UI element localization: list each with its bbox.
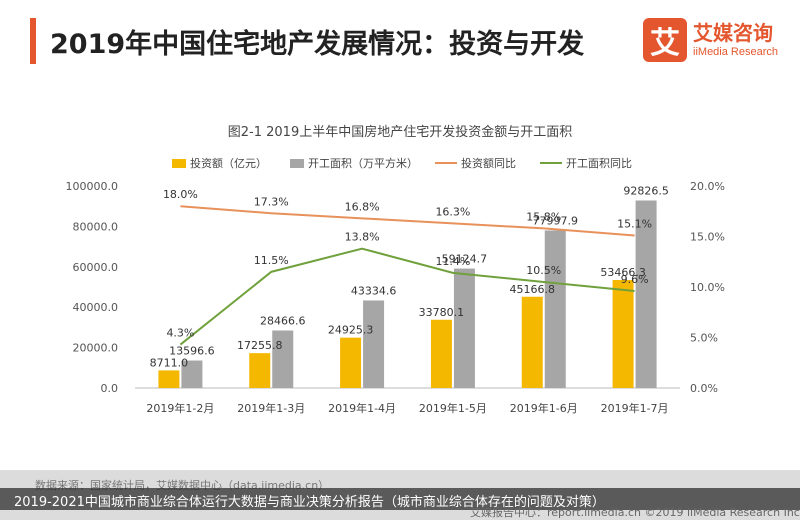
line-construction-label: 9.6% <box>621 273 649 286</box>
line-investment-label: 17.3% <box>254 195 289 208</box>
x-tick-label: 2019年1-3月 <box>237 401 305 415</box>
y-right-tick-label: 20.0% <box>690 180 725 193</box>
y-left-tick-label: 60000.0 <box>73 261 119 274</box>
line-investment-yoy <box>180 205 635 237</box>
bar-construction-label: 28466.6 <box>260 314 306 327</box>
line-investment-label: 15.8% <box>526 210 561 223</box>
line-construction-label: 10.5% <box>526 264 561 277</box>
line-construction-label: 4.3% <box>166 327 194 340</box>
bar-investment <box>340 337 362 388</box>
chart-title: 图2-1 2019上半年中国房地产住宅开发投资金额与开工面积 <box>228 124 572 140</box>
brand-name-en: iiMedia Research <box>693 46 778 58</box>
bar-investment <box>612 279 634 388</box>
bar-investment-label: 8711.0 <box>150 356 189 369</box>
x-tick-label: 2019年1-6月 <box>510 401 578 415</box>
line-investment-label: 16.3% <box>435 205 470 218</box>
y-left-tick-label: 40000.0 <box>73 301 119 314</box>
bar-investment <box>430 319 452 388</box>
line-construction-label: 11.4% <box>435 255 470 268</box>
bar-construction-label: 59124.7 <box>442 253 488 266</box>
y-right-tick-label: 0.0% <box>690 382 718 395</box>
line-investment-label: 16.8% <box>345 200 380 213</box>
x-tick-label: 2019年1-5月 <box>419 401 487 415</box>
bar-investment <box>249 353 271 388</box>
line-construction-yoy <box>179 247 635 346</box>
x-tick-label: 2019年1-2月 <box>146 401 214 415</box>
legend-label: 投资额同比 <box>461 156 516 170</box>
title-accent-bar <box>30 18 36 64</box>
bar-new-construction <box>272 330 294 388</box>
bar-investment <box>521 296 543 388</box>
legend-label: 开工面积（万平方米） <box>308 156 418 170</box>
brand-name: 艾媒咨询 <box>693 21 774 45</box>
line-construction-label: 13.8% <box>345 231 380 244</box>
x-tick-label: 2019年1-4月 <box>328 401 396 415</box>
bar-investment-label: 33780.1 <box>419 306 465 319</box>
x-tick-label: 2019年1-7月 <box>601 401 669 415</box>
y-left-tick-label: 100000.0 <box>66 180 119 193</box>
bar-construction-label: 92826.5 <box>623 184 669 197</box>
bar-construction-label: 77997.9 <box>533 214 579 227</box>
y-left-tick-label: 20000.0 <box>73 342 119 355</box>
line-investment-label: 15.1% <box>617 217 652 230</box>
bar-investment-label: 53466.3 <box>600 266 646 279</box>
page-title: 2019年中国住宅地产发展情况：投资与开发 <box>50 29 585 60</box>
bar-investment <box>158 370 180 388</box>
bar-new-construction <box>363 300 385 388</box>
bar-new-construction <box>635 200 657 388</box>
y-right-tick-label: 15.0% <box>690 231 725 244</box>
bar-investment-label: 24925.3 <box>328 324 374 337</box>
legend-label: 开工面积同比 <box>566 157 632 170</box>
y-right-tick-label: 10.0% <box>690 281 725 294</box>
bar-new-construction <box>181 360 203 388</box>
bar-new-construction <box>544 230 566 388</box>
report-caption: 2019-2021中国城市商业综合体运行大数据与商业决策分析报告（城市商业综合体… <box>14 495 605 510</box>
caption-bar <box>0 488 800 510</box>
bar-construction-label: 13596.6 <box>169 345 215 358</box>
y-left-tick-label: 0.0 <box>101 382 119 395</box>
bar-construction-label: 43334.6 <box>351 284 397 297</box>
legend-swatch <box>290 159 304 168</box>
bar-new-construction <box>453 268 475 388</box>
y-right-tick-label: 5.0% <box>690 332 718 345</box>
brand-logo-icon: 艾 <box>643 18 688 62</box>
legend-swatch <box>172 159 186 168</box>
bar-investment-label: 17255.8 <box>237 339 283 352</box>
bar-investment-label: 45166.8 <box>510 283 556 296</box>
y-left-tick-label: 80000.0 <box>73 220 119 233</box>
brand-logo-block: 艾 艾媒咨询 iiMedia Research <box>643 18 778 62</box>
line-construction-label: 11.5% <box>254 254 289 267</box>
legend-label: 投资额（亿元） <box>190 156 267 170</box>
report-center: 艾媒报告中心：report.iimedia.cn ©2019 iiMedia R… <box>470 506 800 519</box>
line-investment-label: 18.0% <box>163 188 198 201</box>
